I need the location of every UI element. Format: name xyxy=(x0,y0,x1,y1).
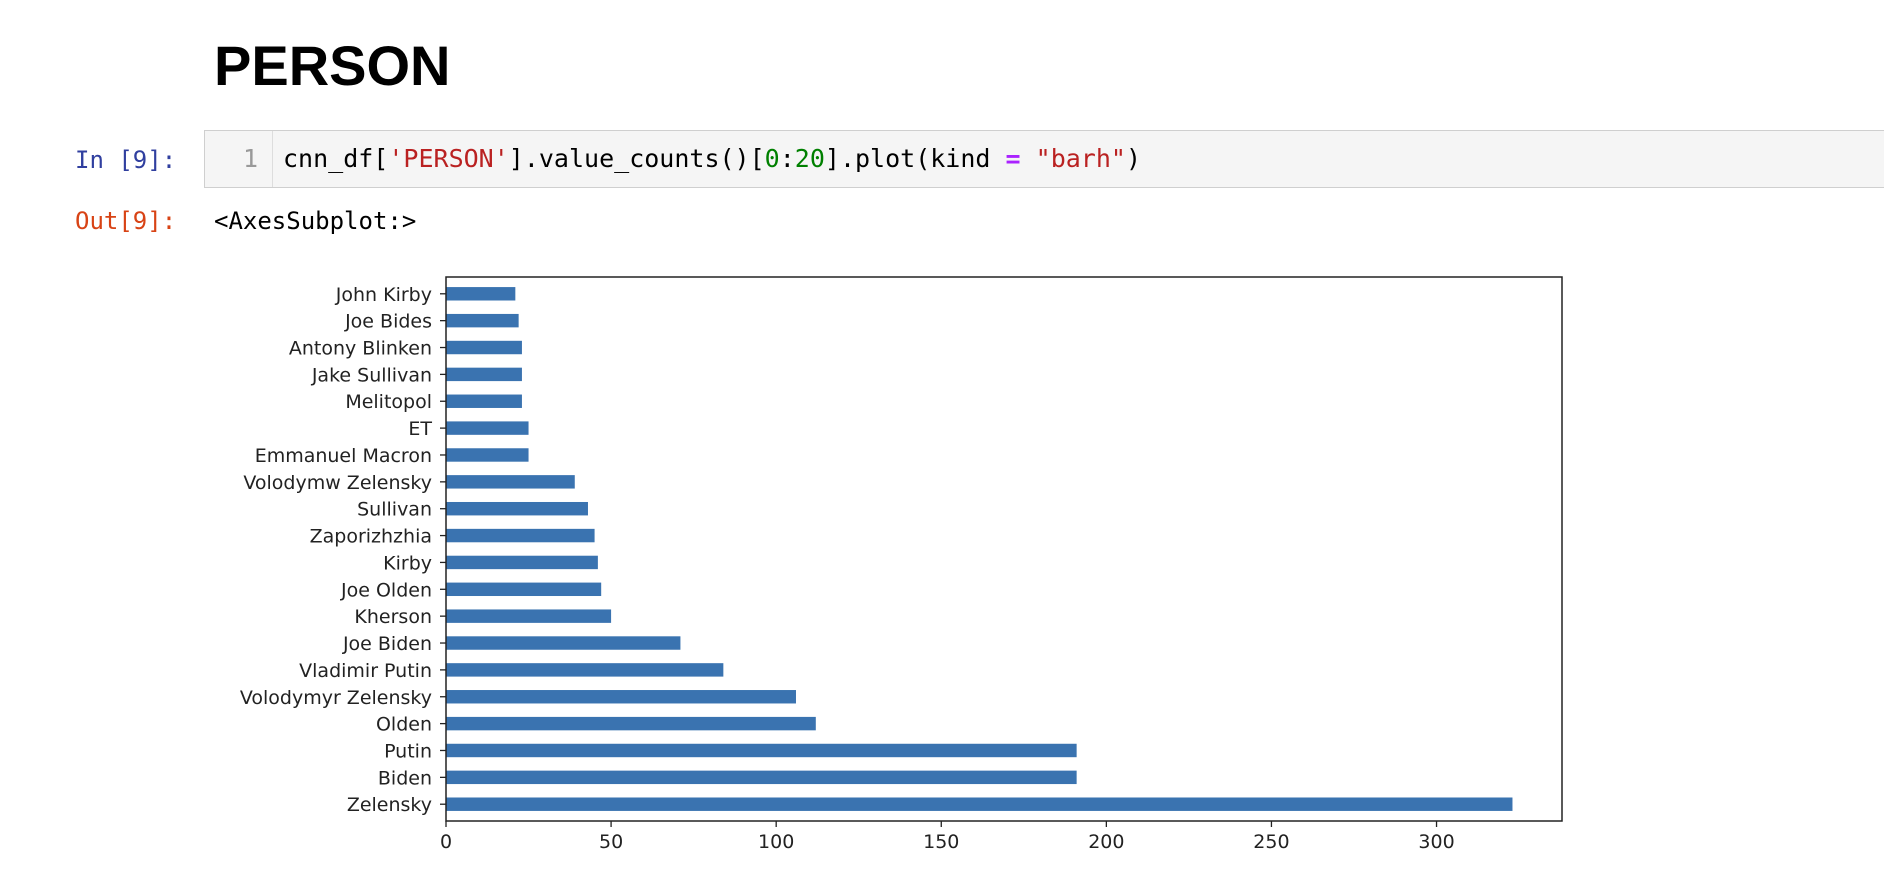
y-tick-label: Vladimir Putin xyxy=(299,660,432,682)
x-tick-label: 150 xyxy=(923,831,959,853)
code-token: 'PERSON' xyxy=(388,144,509,173)
bar xyxy=(446,340,522,355)
code-token: 20 xyxy=(794,144,825,173)
bar xyxy=(446,690,796,704)
x-tick-label: 200 xyxy=(1088,831,1124,853)
bar xyxy=(446,797,1513,811)
bar xyxy=(446,367,522,382)
code-token: ) xyxy=(1125,144,1142,173)
y-tick-label: ET xyxy=(408,418,432,440)
input-prompt: In [9]: xyxy=(75,146,177,174)
bar xyxy=(446,555,598,570)
bar xyxy=(446,394,522,408)
code-token: : xyxy=(779,144,795,173)
bar xyxy=(446,716,816,731)
y-tick-label: Joe Biden xyxy=(342,633,432,655)
y-tick-label: Kherson xyxy=(354,606,432,628)
bar xyxy=(446,287,516,301)
bar xyxy=(446,663,724,677)
bar xyxy=(446,501,588,516)
plot-frame xyxy=(445,276,1563,822)
section-heading: PERSON xyxy=(214,34,451,97)
y-tick-label: Volodymw Zelensky xyxy=(243,472,432,494)
y-tick-label: Zaporizhzhia xyxy=(310,526,432,548)
bar xyxy=(446,528,595,543)
y-tick-label: Volodymyr Zelensky xyxy=(240,687,432,709)
bar xyxy=(446,421,529,435)
y-tick-label: Zelensky xyxy=(347,794,432,816)
code-cell[interactable]: 1 cnn_df['PERSON'].value_counts()[0:20].… xyxy=(204,130,1884,188)
bar xyxy=(446,448,529,462)
y-tick-label: John Kirby xyxy=(335,284,432,306)
bar xyxy=(446,582,602,597)
code-token: ].value_counts()[ xyxy=(508,144,765,173)
y-tick-label: Antony Blinken xyxy=(289,338,432,360)
code-token: = xyxy=(1005,144,1021,173)
x-tick-label: 50 xyxy=(599,831,623,853)
code-token: cnn_df[ xyxy=(283,144,389,173)
y-tick-label: Jake Sullivan xyxy=(311,364,432,386)
y-tick-label: Emmanuel Macron xyxy=(255,445,432,467)
y-tick-label: Biden xyxy=(378,767,432,789)
output-prompt: Out[9]: xyxy=(75,207,177,235)
code-line[interactable]: cnn_df['PERSON'].value_counts()[0:20].pl… xyxy=(283,131,1141,187)
x-tick-label: 100 xyxy=(758,831,794,853)
x-tick-label: 0 xyxy=(440,831,452,853)
bar xyxy=(446,609,612,623)
x-tick-label: 250 xyxy=(1253,831,1289,853)
y-tick-label: Joe Olden xyxy=(340,579,432,601)
bar xyxy=(446,743,1077,758)
y-tick-label: Joe Bides xyxy=(344,311,432,333)
bar xyxy=(446,636,681,650)
bar xyxy=(446,475,575,489)
y-tick-label: Putin xyxy=(384,740,432,762)
line-number: 1 xyxy=(205,131,273,187)
y-tick-label: Olden xyxy=(376,714,432,736)
y-tick-label: Sullivan xyxy=(357,499,432,521)
y-tick-label: Kirby xyxy=(383,552,432,574)
bar xyxy=(446,770,1077,785)
bar xyxy=(446,313,519,328)
code-token: "barh" xyxy=(1035,144,1126,173)
x-tick-label: 300 xyxy=(1418,831,1454,853)
output-text: <AxesSubplot:> xyxy=(214,207,417,235)
y-tick-label: Melitopol xyxy=(345,391,432,413)
code-token: ].plot(kind xyxy=(824,144,1006,173)
code-token: 0 xyxy=(764,144,780,173)
